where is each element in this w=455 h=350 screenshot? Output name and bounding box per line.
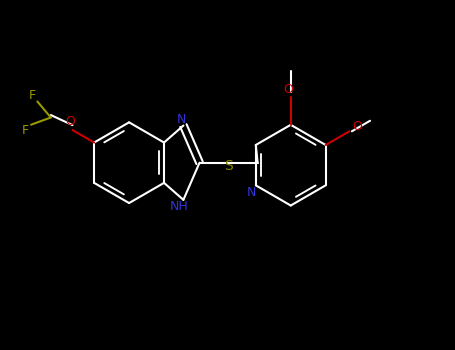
Text: F: F — [22, 124, 29, 137]
Text: F: F — [29, 89, 36, 102]
Text: NH: NH — [170, 200, 189, 213]
Text: O: O — [352, 120, 362, 133]
Text: O: O — [283, 84, 293, 97]
Text: N: N — [247, 186, 257, 199]
Text: S: S — [224, 159, 233, 173]
Text: O: O — [66, 115, 76, 128]
Text: N: N — [176, 113, 186, 126]
